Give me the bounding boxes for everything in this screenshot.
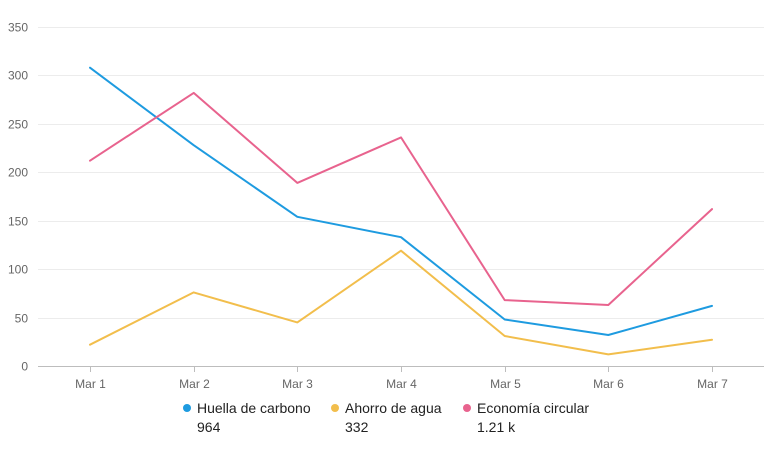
- legend-total: 332: [345, 419, 369, 435]
- y-tick-label: 100: [8, 263, 28, 277]
- x-tick-label: Mar 6: [593, 377, 624, 391]
- x-tick-label: Mar 3: [282, 377, 313, 391]
- y-tick-label: 300: [8, 69, 28, 83]
- legend-marker: [183, 404, 191, 412]
- y-tick-label: 0: [21, 360, 28, 374]
- series-line-0: [89, 66, 713, 336]
- chart-plot-area: 0 50 100 150 200 250 300 350 Mar 1 Mar 2 Mar 3 Mar …: [8, 21, 764, 391]
- legend-total: 964: [197, 419, 221, 435]
- y-tick-label: 150: [8, 215, 28, 229]
- legend-marker: [331, 404, 339, 412]
- legend-label: Ahorro de agua: [345, 400, 442, 416]
- y-tick-label: 50: [15, 312, 29, 326]
- series-line-2: [89, 91, 713, 306]
- series-line-1: [89, 249, 713, 356]
- y-tick-label: 350: [8, 21, 28, 35]
- legend-item-economia-circular[interactable]: Economía circular 1.21 k: [463, 400, 589, 435]
- x-tick-label: Mar 4: [386, 377, 417, 391]
- axes: 0 50 100 150 200 250 300 350 Mar 1 Mar 2 Mar 3 Mar …: [8, 21, 764, 391]
- legend-label: Huella de carbono: [197, 400, 311, 416]
- legend-item-ahorro-de-agua[interactable]: Ahorro de agua 332: [331, 400, 442, 435]
- y-tick-label: 250: [8, 118, 28, 132]
- legend-total: 1.21 k: [477, 419, 516, 435]
- legend-label: Economía circular: [477, 400, 590, 416]
- x-tick-label: Mar 1: [75, 377, 106, 391]
- legend: Huella de carbono 964 Ahorro de agua 332…: [0, 400, 773, 440]
- x-tick-label: Mar 5: [490, 377, 521, 391]
- y-tick-label: 200: [8, 166, 28, 180]
- x-tick-label: Mar 7: [697, 377, 728, 391]
- grid-lines: [38, 27, 764, 319]
- series-lines: [89, 66, 713, 356]
- legend-marker: [463, 404, 471, 412]
- x-tick-label: Mar 2: [179, 377, 210, 391]
- legend-item-huella-de-carbono[interactable]: Huella de carbono 964: [183, 400, 311, 435]
